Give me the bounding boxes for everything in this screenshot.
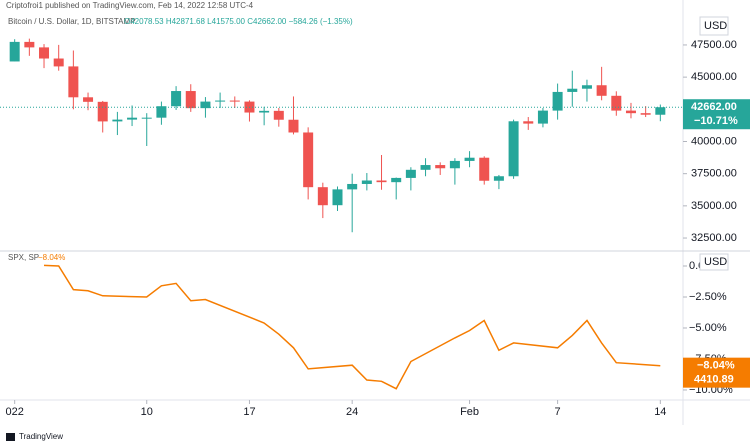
legend-title: Bitcoin / U.S. Dollar, 1D, BITSTAMP bbox=[8, 17, 135, 26]
logo bbox=[6, 433, 15, 441]
candle-body bbox=[332, 189, 343, 206]
candle-body bbox=[420, 165, 431, 170]
last-value-label: −8.04% bbox=[697, 360, 735, 372]
candle-body bbox=[288, 119, 299, 133]
legend-values: O42078.53 H42871.68 L41575.00 C42662.00 … bbox=[124, 17, 353, 26]
x-tick-label: Feb bbox=[460, 406, 479, 418]
candle-body bbox=[361, 180, 372, 184]
candle-body bbox=[83, 97, 94, 102]
candle-body bbox=[479, 157, 490, 181]
footer-text: TradingView bbox=[19, 432, 63, 441]
currency-box bbox=[699, 253, 729, 271]
last-price-label: 42662.00 bbox=[691, 101, 737, 113]
candle-body bbox=[625, 110, 636, 114]
candle-body bbox=[53, 58, 64, 67]
candle-body bbox=[317, 187, 328, 206]
x-tick-label: 14 bbox=[654, 406, 666, 418]
candle-body bbox=[229, 100, 240, 102]
candle-body bbox=[215, 100, 226, 102]
candle-body bbox=[537, 110, 548, 124]
x-tick-label: 7 bbox=[555, 406, 561, 418]
x-tick-label: 17 bbox=[243, 406, 255, 418]
line-series bbox=[43, 264, 661, 390]
currency-label: USD bbox=[704, 20, 727, 32]
candle-body bbox=[405, 169, 416, 178]
candle-body bbox=[347, 183, 358, 190]
candle-body bbox=[185, 91, 196, 109]
x-tick-label: 10 bbox=[141, 406, 153, 418]
x-tick-label: 24 bbox=[346, 406, 358, 418]
candle-body bbox=[68, 66, 79, 98]
header: Criptofroi1 published on TradingView.com… bbox=[6, 1, 254, 10]
candle-body bbox=[581, 85, 592, 89]
candle-body bbox=[259, 110, 270, 113]
candle-body bbox=[9, 41, 20, 62]
candle-body bbox=[97, 101, 108, 122]
footer: TradingView bbox=[6, 432, 63, 441]
candle-body bbox=[127, 117, 138, 120]
candle-body bbox=[376, 180, 387, 183]
candle-body bbox=[303, 132, 314, 188]
candle-body bbox=[567, 88, 578, 92]
candle-body bbox=[552, 91, 563, 111]
candle-body bbox=[655, 107, 666, 115]
candle-body bbox=[508, 121, 519, 177]
y-tick-label: −2.50% bbox=[689, 291, 727, 303]
candle-body bbox=[273, 110, 284, 120]
legend-series: SPX, SP bbox=[8, 253, 39, 262]
y-tick-label: −5.00% bbox=[689, 322, 727, 334]
candle-body bbox=[435, 165, 446, 169]
change-label: −10.71% bbox=[694, 115, 738, 127]
candle-body bbox=[171, 91, 182, 107]
candle-body bbox=[141, 117, 152, 119]
candle-body bbox=[391, 177, 402, 183]
currency-label: USD bbox=[704, 256, 727, 268]
y-tick-label: 45000.00 bbox=[691, 71, 737, 83]
candle-body bbox=[39, 47, 50, 59]
candle-body bbox=[596, 85, 607, 96]
last-price-box bbox=[683, 99, 750, 130]
last-price-label: 4410.89 bbox=[694, 374, 734, 386]
y-tick-label: 40000.00 bbox=[691, 135, 737, 147]
candle-body bbox=[156, 106, 167, 118]
candle-body bbox=[523, 121, 534, 124]
legend-value: −8.04% bbox=[38, 253, 65, 262]
x-tick-label: 022 bbox=[5, 406, 23, 418]
candle-body bbox=[493, 176, 504, 181]
candle-body bbox=[611, 95, 622, 111]
last-value-box bbox=[683, 357, 750, 388]
currency-box bbox=[699, 16, 729, 36]
y-tick-label: 37500.00 bbox=[691, 168, 737, 180]
candle-body bbox=[449, 160, 460, 169]
candle-body bbox=[464, 157, 475, 161]
candle-body bbox=[24, 41, 35, 48]
candle-body bbox=[112, 119, 123, 122]
y-tick-label: 35000.00 bbox=[691, 200, 737, 212]
candle-body bbox=[640, 113, 651, 115]
candle-body bbox=[200, 101, 211, 109]
y-tick-label: 47500.00 bbox=[691, 39, 737, 51]
y-tick-label: 32500.00 bbox=[691, 232, 737, 244]
